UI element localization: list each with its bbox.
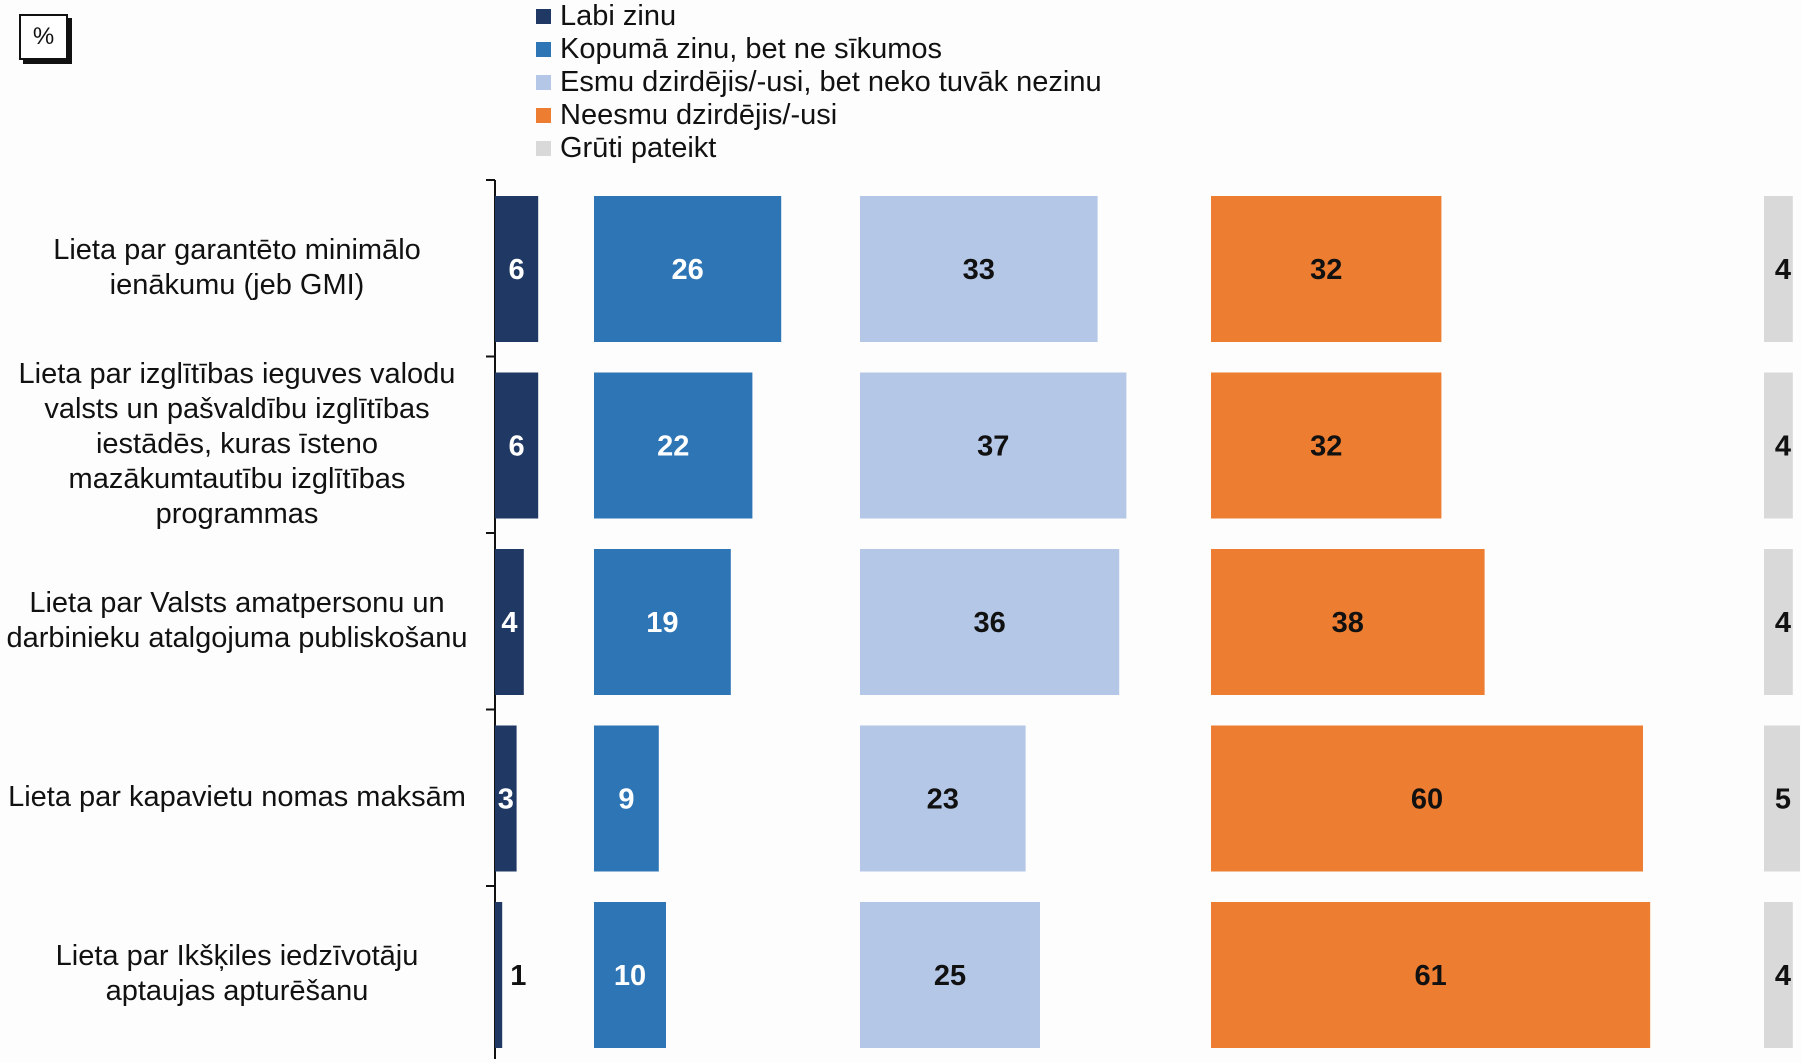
- bar: [860, 372, 1127, 519]
- legend-swatch: [536, 42, 551, 57]
- data-label: 23: [927, 784, 959, 816]
- bar: [495, 725, 517, 872]
- bar: [594, 372, 753, 519]
- data-label: 4: [1775, 607, 1791, 639]
- legend-swatch: [536, 9, 551, 24]
- bar: [1764, 372, 1793, 519]
- bar: [1764, 902, 1793, 1048]
- data-label: 1: [510, 960, 526, 992]
- data-label: 38: [1332, 607, 1364, 639]
- bar: [1211, 196, 1442, 342]
- data-label: 22: [657, 431, 689, 463]
- data-label: 5: [1775, 784, 1791, 816]
- data-label: 25: [934, 960, 966, 992]
- legend-label: Kopumā zinu, bet ne sīkumos: [560, 33, 943, 65]
- category-label: Lieta par Valsts amatpersonu un darbinie…: [6, 587, 468, 655]
- data-label: 36: [973, 607, 1005, 639]
- legend-item: Grūti pateikt: [536, 132, 1102, 165]
- bar: [1764, 725, 1800, 872]
- bar: [1211, 372, 1442, 519]
- bar: [495, 549, 524, 695]
- bar: [594, 725, 659, 872]
- bar: [1764, 196, 1793, 342]
- legend-swatch: [536, 108, 551, 123]
- category-label: Lieta par izglītības ieguves valodu vals…: [18, 358, 456, 531]
- bar: [1211, 725, 1643, 872]
- data-label: 26: [671, 254, 703, 286]
- data-label: 37: [977, 431, 1009, 463]
- category-label: Lieta par garantēto minimālo ienākumu (j…: [53, 234, 421, 302]
- bar: [860, 902, 1040, 1048]
- data-label: 9: [618, 784, 634, 816]
- data-label: 10: [614, 960, 646, 992]
- legend-label: Neesmu dzirdējis/-usi: [560, 99, 838, 131]
- data-label: 3: [498, 784, 514, 816]
- legend-label: Labi zinu: [560, 0, 677, 32]
- unit-label-box: %: [19, 14, 68, 60]
- data-label: 60: [1411, 784, 1443, 816]
- bar: [860, 725, 1026, 872]
- data-label: 32: [1310, 254, 1342, 286]
- data-label: 61: [1414, 960, 1446, 992]
- data-label: 6: [509, 431, 525, 463]
- bar: [594, 902, 666, 1048]
- chart-legend: Labi zinu Kopumā zinu, bet ne sīkumos Esmu…: [536, 0, 1102, 165]
- bar: [860, 196, 1098, 342]
- legend-item: Esmu dzirdējis/-usi, bet neko tuvāk nezi…: [536, 66, 1102, 99]
- category-label: Lieta par Ikšķiles iedzīvotāju aptaujas …: [55, 940, 419, 1008]
- legend-label: Esmu dzirdējis/-usi, bet neko tuvāk nezi…: [560, 66, 1102, 98]
- bar: [1211, 549, 1485, 695]
- bar: [1211, 902, 1651, 1048]
- data-label: 19: [646, 607, 678, 639]
- legend-swatch: [536, 75, 551, 90]
- legend-swatch: [536, 141, 551, 156]
- bar: [594, 196, 782, 342]
- data-label: 4: [1775, 254, 1791, 286]
- legend-item: Kopumā zinu, bet ne sīkumos: [536, 33, 1102, 66]
- data-label: 4: [1775, 960, 1791, 992]
- data-label: 33: [963, 254, 995, 286]
- data-label: 4: [501, 607, 517, 639]
- bar: [860, 549, 1120, 695]
- data-label: 6: [509, 254, 525, 286]
- data-label: 4: [1775, 431, 1791, 463]
- bar: [1764, 549, 1793, 695]
- bar: [495, 902, 503, 1048]
- legend-item: Labi zinu: [536, 0, 1102, 33]
- category-label: Lieta par kapavietu nomas maksām: [8, 781, 466, 814]
- bar: [495, 372, 539, 519]
- legend-label: Grūti pateikt: [560, 132, 717, 164]
- bar: [594, 549, 731, 695]
- data-label: 32: [1310, 431, 1342, 463]
- bar: [495, 196, 539, 342]
- legend-item: Neesmu dzirdējis/-usi: [536, 99, 1102, 132]
